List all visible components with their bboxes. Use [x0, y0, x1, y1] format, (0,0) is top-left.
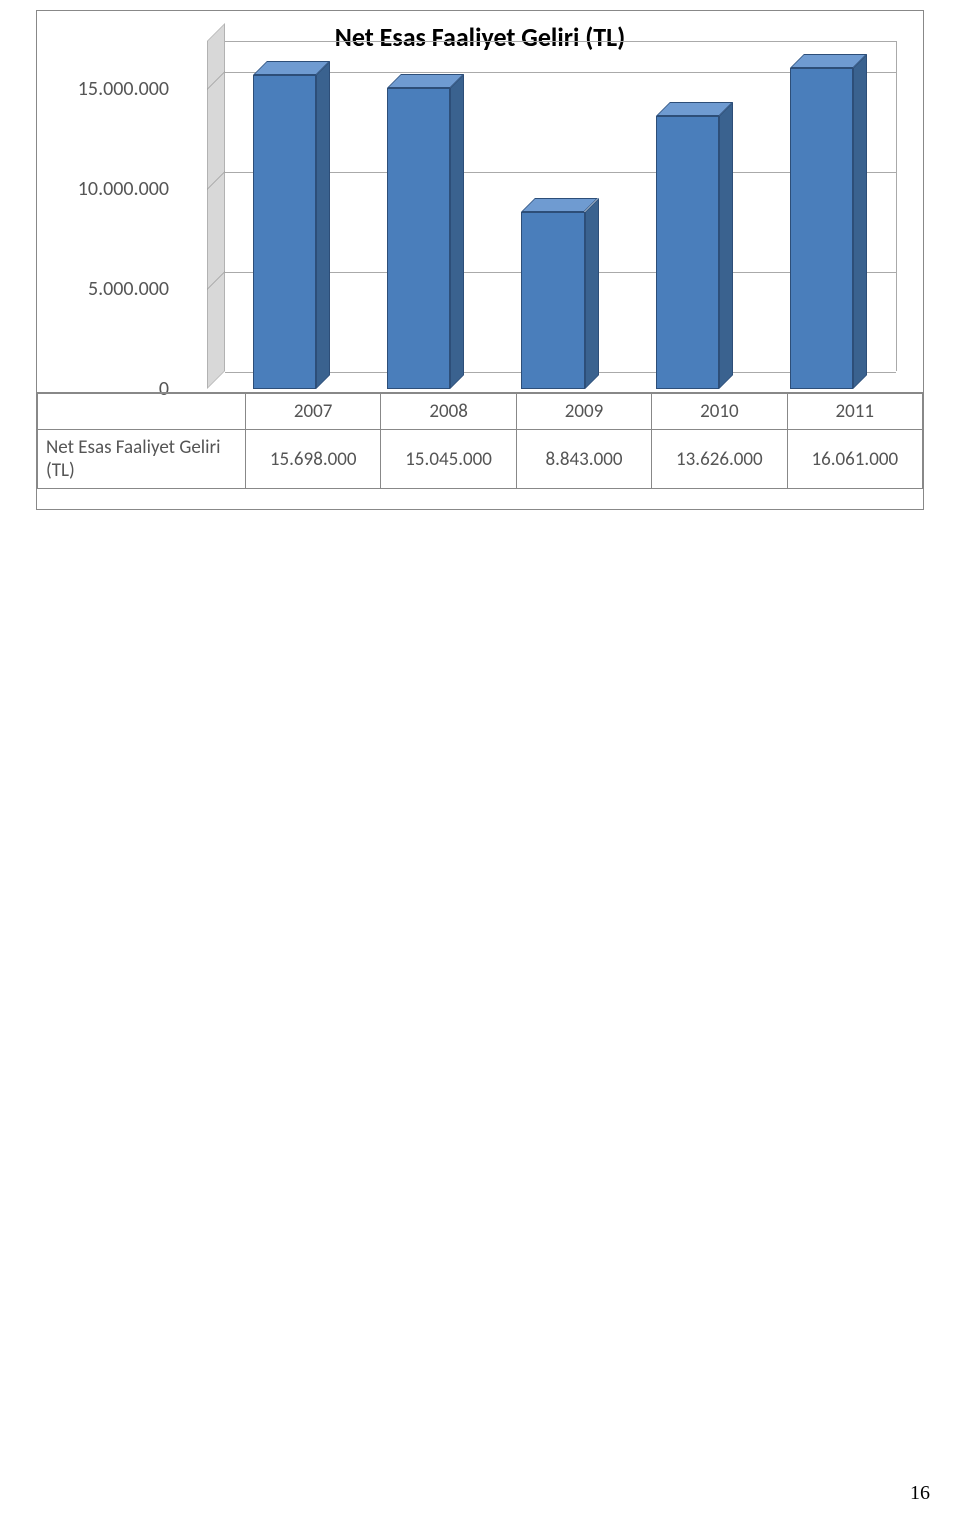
bar-front: [253, 75, 316, 389]
value-cell: 15.045.000: [381, 430, 516, 489]
value-cell: 15.698.000: [246, 430, 381, 489]
value-cell: 8.843.000: [516, 430, 651, 489]
y-tick-label: 10.000.000: [78, 177, 169, 201]
bar-front: [656, 116, 719, 389]
series-label: Net Esas Faaliyet Geliri (TL): [38, 430, 246, 489]
bar-front: [521, 212, 584, 389]
category-cell: 2009: [516, 394, 651, 430]
bar-side: [585, 198, 599, 389]
chart-container: Net Esas Faaliyet Geliri (TL) 05.000.000…: [36, 10, 924, 510]
data-table: 20072008200920102011 Net Esas Faaliyet G…: [37, 392, 923, 489]
bar-side: [450, 74, 464, 389]
y-tick-label: 15.000.000: [78, 77, 169, 101]
row-header-blank: [38, 394, 246, 430]
sidewall: [207, 23, 225, 389]
bar-side: [316, 61, 330, 389]
bar-side: [853, 54, 867, 389]
bar: [521, 212, 584, 389]
bar: [387, 88, 450, 389]
page-number: 16: [910, 1482, 930, 1505]
plot-area: [207, 59, 897, 389]
category-cell: 2007: [246, 394, 381, 430]
category-cell: 2010: [652, 394, 787, 430]
bar-side: [719, 102, 733, 389]
bars-group: [225, 59, 897, 389]
value-cell: 13.626.000: [652, 430, 787, 489]
bar-front: [790, 68, 853, 389]
value-cell: 16.061.000: [787, 430, 922, 489]
bar: [656, 116, 719, 389]
y-tick-label: 5.000.000: [88, 277, 169, 301]
bar: [253, 75, 316, 389]
bar-front: [387, 88, 450, 389]
bar: [790, 68, 853, 389]
category-cell: 2011: [787, 394, 922, 430]
chart-body: 05.000.00010.000.00015.000.000 200720082…: [37, 59, 923, 489]
y-axis-labels: 05.000.00010.000.00015.000.000: [37, 59, 187, 389]
value-row: Net Esas Faaliyet Geliri (TL) 15.698.000…: [38, 430, 923, 489]
category-cell: 2008: [381, 394, 516, 430]
bar-top: [253, 61, 330, 75]
category-row: 20072008200920102011: [38, 394, 923, 430]
